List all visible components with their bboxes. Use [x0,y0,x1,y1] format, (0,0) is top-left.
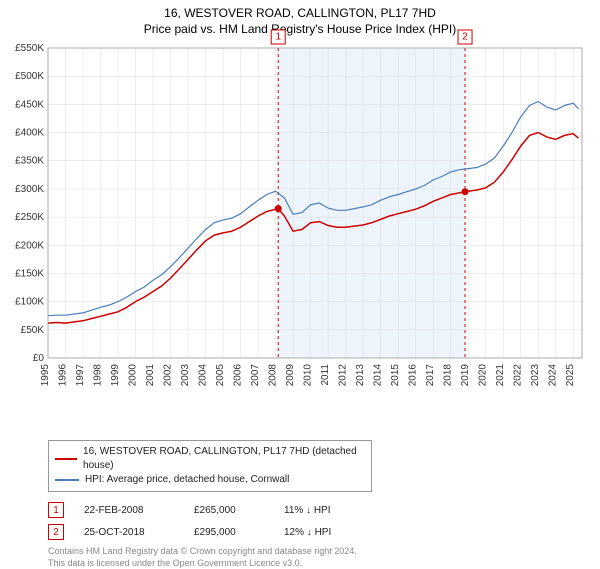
sale-price: £265,000 [194,505,284,516]
svg-text:2014: 2014 [373,364,384,387]
svg-text:2018: 2018 [443,364,454,387]
svg-text:2019: 2019 [460,364,471,387]
svg-text:£0: £0 [33,353,45,364]
legend-row: HPI: Average price, detached house, Corn… [55,473,365,487]
svg-text:2002: 2002 [163,364,174,387]
svg-text:1997: 1997 [75,364,86,387]
sale-price: £295,000 [194,527,284,538]
legend-label: 16, WESTOVER ROAD, CALLINGTON, PL17 7HD … [83,445,365,473]
title-line-1: 16, WESTOVER ROAD, CALLINGTON, PL17 7HD [0,6,600,22]
svg-text:2011: 2011 [320,364,331,386]
legend-row: 16, WESTOVER ROAD, CALLINGTON, PL17 7HD … [55,445,365,473]
sale-marker-box: 2 [48,524,64,540]
svg-text:£150K: £150K [15,268,44,279]
svg-text:1: 1 [275,32,281,43]
legend-swatch [55,458,77,460]
svg-text:£500K: £500K [15,71,44,82]
svg-text:2005: 2005 [215,364,226,387]
svg-text:2022: 2022 [513,364,524,387]
svg-text:£200K: £200K [15,240,44,251]
svg-text:2020: 2020 [478,364,489,387]
svg-text:2017: 2017 [425,364,436,387]
svg-text:1995: 1995 [40,364,51,387]
sale-row: 2 25-OCT-2018£295,00012% ↓ HPI [48,524,582,540]
svg-text:2016: 2016 [408,364,419,387]
series-legend: 16, WESTOVER ROAD, CALLINGTON, PL17 7HD … [48,440,372,492]
title-block: 16, WESTOVER ROAD, CALLINGTON, PL17 7HD … [0,0,600,37]
svg-text:2012: 2012 [338,364,349,387]
svg-text:£100K: £100K [15,297,44,308]
svg-text:2001: 2001 [145,364,156,387]
svg-text:2009: 2009 [285,364,296,387]
sale-row: 1 22-FEB-2008£265,00011% ↓ HPI [48,502,582,518]
svg-text:2008: 2008 [268,364,279,387]
svg-text:2021: 2021 [495,364,506,387]
sale-date: 25-OCT-2018 [84,527,194,538]
footer-line-2: This data is licensed under the Open Gov… [48,558,582,569]
svg-text:2010: 2010 [303,364,314,387]
footer-text: Contains HM Land Registry data © Crown c… [48,546,582,569]
sale-marker-box: 1 [48,502,64,518]
sale-delta: 11% ↓ HPI [284,505,394,516]
sale-date: 22-FEB-2008 [84,505,194,516]
legend-swatch [55,479,79,481]
svg-text:2025: 2025 [565,364,576,387]
svg-text:1999: 1999 [110,364,121,387]
svg-text:2003: 2003 [180,364,191,387]
svg-text:2013: 2013 [355,364,366,387]
svg-text:£450K: £450K [15,99,44,110]
legend-label: HPI: Average price, detached house, Corn… [85,473,289,487]
svg-text:£400K: £400K [15,128,44,139]
sale-delta: 12% ↓ HPI [284,527,394,538]
svg-text:2004: 2004 [198,364,209,387]
svg-text:2023: 2023 [530,364,541,387]
sales-table: 1 22-FEB-2008£265,00011% ↓ HPI 2 25-OCT-201… [48,502,582,540]
svg-text:2006: 2006 [233,364,244,387]
price-chart: £0£50K£100K£150K£200K£250K£300K£350K£400… [48,48,582,398]
svg-text:£50K: £50K [21,325,45,336]
svg-text:2007: 2007 [250,364,261,387]
svg-text:£300K: £300K [15,184,44,195]
title-line-2: Price paid vs. HM Land Registry's House … [0,22,600,38]
svg-text:1996: 1996 [58,364,69,387]
svg-text:2000: 2000 [128,364,139,387]
svg-text:2: 2 [462,32,468,43]
chart-container: 16, WESTOVER ROAD, CALLINGTON, PL17 7HD … [0,0,600,560]
footer-line-1: Contains HM Land Registry data © Crown c… [48,546,582,558]
svg-text:£350K: £350K [15,156,44,167]
svg-text:2015: 2015 [390,364,401,387]
legend-and-footer: 16, WESTOVER ROAD, CALLINGTON, PL17 7HD … [48,440,582,569]
svg-text:£250K: £250K [15,212,44,223]
svg-text:1998: 1998 [93,364,104,387]
svg-text:2024: 2024 [548,364,559,387]
svg-text:£550K: £550K [15,43,44,54]
